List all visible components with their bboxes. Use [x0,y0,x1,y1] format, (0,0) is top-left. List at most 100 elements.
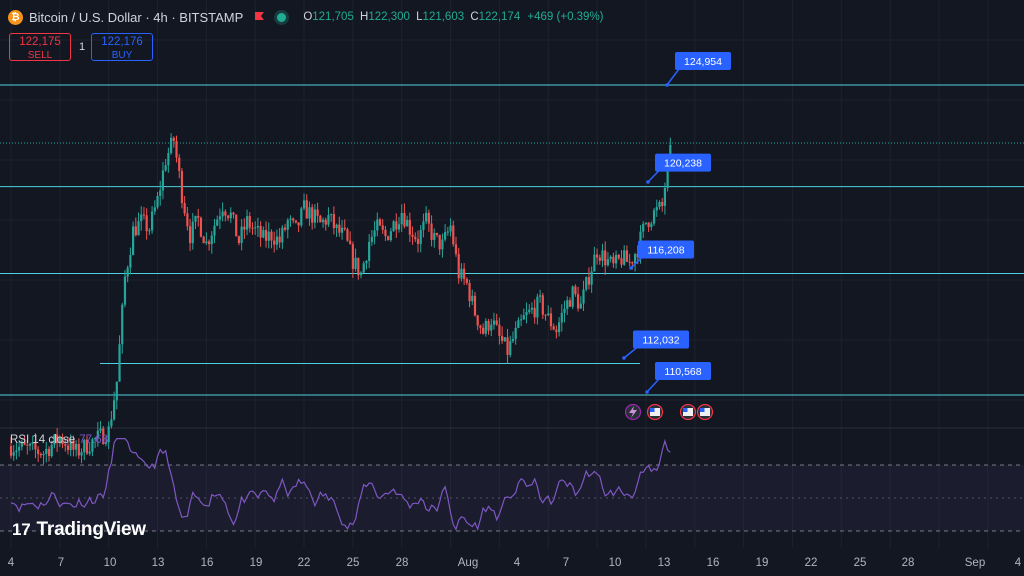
candle-body [414,236,417,240]
candle-body [300,208,303,226]
candle-body [376,219,379,231]
callout-pointer [630,256,643,269]
candle-body [438,234,441,250]
event-us-flag-icon-field [683,408,693,416]
candle-body [340,227,344,233]
candle-body [509,341,512,355]
spread-value: 1 [79,41,86,53]
x-tick: 4 [1014,557,1022,569]
candle-body [42,453,45,456]
level-callout[interactable]: 110,568 [655,362,711,380]
candle-body [669,144,672,159]
candle-body [194,215,197,222]
candle-body [267,231,270,241]
candle-body [506,337,509,355]
candle-body [427,212,430,224]
sell-button[interactable]: 122,175 SELL [9,33,71,61]
event-us-flag-icon-field [700,408,710,416]
candle-body [503,337,506,342]
candle-body [601,250,604,261]
candle-body [614,254,618,264]
horizontal-levels [0,84,1024,396]
candle-body [422,221,425,230]
candle-body [354,257,357,269]
candle-body [132,226,135,256]
event-us-flag-icon-field [650,408,660,416]
candle-body [392,221,395,232]
flag-icon[interactable] [253,11,265,23]
tradingview-logo[interactable]: 17 TradingView [12,519,146,541]
candle-body [555,329,558,333]
candle-body [273,240,276,245]
x-tick: 7 [562,557,570,569]
callout-label: 124,954 [684,56,722,68]
candle-body [232,212,235,215]
candle-body [121,304,124,345]
candle-body [53,434,56,445]
candle-body [145,215,148,232]
candle-body [536,296,539,318]
callout-box [655,153,711,172]
callout-pointer [623,346,638,359]
event-bolt-icon[interactable] [624,403,642,421]
candle-body [321,219,325,223]
candle-body [137,221,140,236]
level-callout[interactable]: 116,208 [638,240,694,259]
callout-box [655,362,711,380]
symbol-header: ₿ Bitcoin / U.S. Dollar · 4h · BITSTAMP … [8,8,604,26]
callout-box [638,240,694,259]
candle-body [636,254,639,258]
level-callout[interactable]: 112,032 [633,330,689,349]
candle-body [75,443,78,450]
candle-body [226,215,230,219]
candle-body [61,437,64,445]
candle-body [164,165,167,171]
candle-body [330,214,333,216]
candle-body [202,236,205,244]
candle-body [609,256,612,260]
candle-body [88,451,91,454]
chart-grid [0,0,1024,548]
candle-body [262,229,265,238]
market-open-indicator [277,12,287,22]
candle-body [23,442,26,445]
candle-body [313,209,316,223]
candle-body [283,227,287,230]
candle-body [327,215,330,225]
rsi-value: 77.68 [79,434,108,446]
candle-body [511,339,515,342]
candle-body [34,442,37,450]
rsi-legend[interactable]: RSI 14 close 77.68 [10,434,108,446]
candle-body [642,223,645,232]
candle-body [107,426,110,443]
candle-body [631,262,634,264]
level-callout[interactable]: 120,238 [655,153,711,172]
candle-body [435,233,439,235]
candle-body [148,230,151,232]
candle-body [449,225,452,232]
candle-body [31,442,34,444]
candle-body [397,224,401,230]
candle-body [544,314,547,316]
rsi-line [10,438,671,531]
candle-body [20,442,23,447]
candle-body [18,446,21,451]
x-tick: Sep [964,557,986,569]
callout-pointer [666,68,680,86]
candle-body [311,207,314,223]
candle-body [419,229,422,244]
candle-body [623,250,626,265]
candle-body [308,207,311,219]
level-callout[interactable]: 124,954 [675,52,731,70]
candle-body [587,277,591,285]
symbol-title[interactable]: Bitcoin / U.S. Dollar · 4h · BITSTAMP [29,9,244,25]
callout-anchor [645,390,649,394]
candle-body [186,213,189,227]
x-tick: 4 [513,557,521,569]
candle-body [343,227,346,230]
candle-body [370,236,373,242]
candle-body [387,236,390,241]
candle-body [522,315,525,320]
buy-button[interactable]: 122,176 BUY [91,33,153,61]
